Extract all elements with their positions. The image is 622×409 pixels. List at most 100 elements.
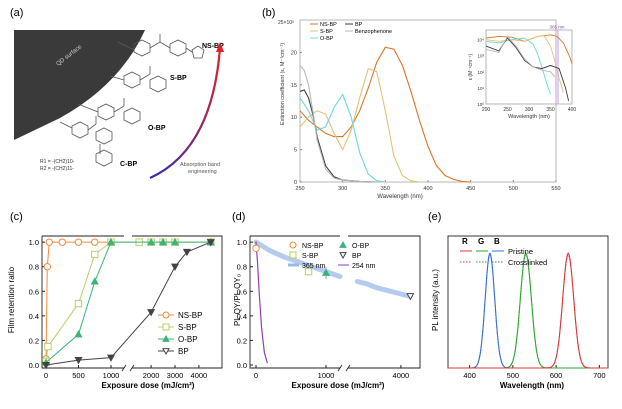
legend-marker-1 bbox=[162, 323, 170, 331]
panel-d-legend: NS-BP O-BP S-BP BP 365 nm 254 nm bbox=[302, 243, 376, 270]
rgb-label-r: R bbox=[462, 237, 468, 246]
o-bp-molecule bbox=[77, 98, 141, 125]
y-tick-label-0.6: 0.6 bbox=[237, 287, 247, 296]
panel-d-ylabel: PL QY/PL QY₀ bbox=[233, 274, 242, 326]
data-point-s-bp-0 bbox=[304, 267, 313, 276]
data-point-bp-6 bbox=[206, 239, 215, 247]
legend-label-365nm: 365 nm bbox=[302, 263, 326, 270]
inset-marker-label: 365 nm bbox=[549, 25, 564, 30]
inset-y-tick-label-2: 10² bbox=[477, 70, 484, 75]
substituent-r2: R2 = -(CH2)11- bbox=[40, 166, 74, 172]
data-point-bp-3 bbox=[147, 309, 156, 317]
x-tick-label-500: 500 bbox=[509, 186, 518, 192]
y-tick-label-20: 20 bbox=[291, 50, 297, 56]
y-tick-label-1: 1.0 bbox=[29, 238, 39, 247]
y-tick-label-0: 0.0 bbox=[29, 361, 39, 370]
y-tick-label-15: 15 bbox=[291, 83, 297, 89]
compound-label-o-bp: O-BP bbox=[148, 125, 166, 132]
x-tick-label-2000: 2000 bbox=[143, 371, 160, 380]
x-tick-label-0: 0 bbox=[44, 371, 48, 380]
substituent-r1: R1 = -(CH2)10- bbox=[40, 159, 75, 165]
y-tick-label-5: 5 bbox=[294, 148, 297, 154]
data-point-bp-5 bbox=[182, 248, 191, 257]
legend-label-s-bp: S-BP bbox=[178, 323, 197, 332]
inset-series-line-o-bp bbox=[485, 37, 551, 95]
panel-b-ylabel: Extinction coefficient (ε, M⁻¹cm⁻¹) bbox=[280, 43, 286, 125]
data-point-ns-bp-5 bbox=[91, 238, 99, 246]
pl-curve-pristine-blue bbox=[448, 253, 608, 369]
x-tick-label-700: 700 bbox=[593, 371, 606, 380]
legend-label-254nm: 254 nm bbox=[352, 263, 376, 270]
compound-label-c-bp: C-BP bbox=[120, 161, 137, 168]
data-point-o-bp-6 bbox=[170, 237, 180, 246]
pl-curve-crosslinked-blue bbox=[448, 254, 608, 369]
data-point-bp-0 bbox=[406, 293, 415, 301]
data-point-o-bp-0 bbox=[321, 268, 331, 276]
panel-d-xlabel: Exposure dose (mJ/cm²) bbox=[292, 381, 385, 390]
rgb-label-b: B bbox=[494, 237, 500, 246]
absorption-band-arrow bbox=[149, 47, 222, 180]
rgb-label-g: G bbox=[478, 237, 484, 246]
x-tick-label-0: 0 bbox=[254, 371, 258, 380]
c-bp-molecule bbox=[59, 116, 113, 167]
x-tick-label-400: 400 bbox=[423, 186, 432, 192]
decay-line-254-nm-2 bbox=[255, 241, 268, 364]
data-point-o-bp-2 bbox=[90, 277, 99, 285]
panel-c-xlabel: Exposure dose (mJ/cm²) bbox=[102, 381, 195, 390]
x-tick-label-600: 600 bbox=[550, 371, 563, 380]
legend-marker-3 bbox=[162, 348, 170, 356]
legend-marker-0 bbox=[162, 311, 170, 319]
data-point-bp-1 bbox=[74, 357, 83, 365]
y-tick-label-0: 0.0 bbox=[237, 361, 247, 370]
inset-xlabel: Wavelength (nm) bbox=[508, 114, 550, 120]
y-tick-label-0.8: 0.8 bbox=[237, 263, 247, 272]
x-tick-label-450: 450 bbox=[466, 186, 475, 192]
pl-curve-crosslinked-red bbox=[448, 253, 608, 369]
inset-y-tick-label-1: 10¹ bbox=[477, 86, 484, 91]
x-tick-label-4000: 4000 bbox=[191, 371, 208, 380]
series-line-ns-bp bbox=[299, 46, 471, 183]
data-point-o-bp-1 bbox=[74, 330, 83, 338]
y-tick-label-1: 1.0 bbox=[237, 238, 247, 247]
pl-curve-crosslinked-green bbox=[448, 253, 608, 369]
y-tick-label-10: 10 bbox=[291, 115, 297, 121]
x-tick-label-550: 550 bbox=[551, 186, 560, 192]
panel-b-extinction-chart: (b) 25×10³ Extinction coefficient (ε, M⁻… bbox=[262, 7, 576, 200]
panel-b-label: (b) bbox=[262, 7, 275, 19]
data-point-bp-4 bbox=[170, 263, 180, 271]
legend-label-s-bp: S-BP bbox=[302, 253, 319, 260]
inset-365nm-band bbox=[554, 30, 559, 104]
y-tick-label-0.8: 0.8 bbox=[29, 263, 39, 272]
data-point-ns-bp-2 bbox=[45, 238, 53, 246]
y-multiplier: 25×10³ bbox=[278, 20, 294, 26]
legend-label-bp: BP bbox=[352, 253, 362, 260]
ns-bp-molecule bbox=[117, 34, 205, 59]
y-tick-label-0: 0 bbox=[294, 180, 297, 186]
axis-break-mark bbox=[121, 364, 135, 372]
panel-a-schematic: (a) QD surface bbox=[10, 7, 224, 180]
legend-label-o-bp: O-BP bbox=[320, 36, 334, 42]
arrow-head bbox=[216, 42, 224, 52]
x-tick-label-1000: 1000 bbox=[318, 371, 335, 380]
legend-marker-2 bbox=[289, 251, 297, 259]
panel-d-plqy-chart: (d) PL QY/PL QY₀ Exposure dose (mJ/cm²) … bbox=[232, 211, 421, 390]
data-point-o-bp-5 bbox=[159, 237, 168, 246]
x-tick-label-350: 350 bbox=[381, 186, 390, 192]
y-tick-label-0.2: 0.2 bbox=[237, 336, 247, 345]
legend-label-ns-bp: NS-BP bbox=[320, 22, 337, 28]
qd-surface-shape bbox=[14, 30, 145, 140]
legend-label-crosslinked: Crosslinked bbox=[508, 258, 547, 267]
data-point-ns-bp-4 bbox=[74, 238, 83, 246]
series-line-o-bp bbox=[45, 241, 211, 363]
x-tick-label-400: 400 bbox=[463, 371, 476, 380]
panel-c-ylabel: Film retention ratio bbox=[7, 266, 16, 333]
legend-label-bp: BP bbox=[178, 347, 189, 356]
data-point-s-bp-2 bbox=[74, 299, 83, 308]
legend-marker-0 bbox=[289, 241, 297, 249]
x-tick-label-500: 500 bbox=[507, 371, 520, 380]
x-tick-label-500: 500 bbox=[72, 371, 85, 380]
data-point-s-bp-3 bbox=[91, 250, 99, 259]
inset-x-tick-label-300: 300 bbox=[525, 107, 534, 113]
x-tick-label-1000: 1000 bbox=[103, 371, 120, 380]
